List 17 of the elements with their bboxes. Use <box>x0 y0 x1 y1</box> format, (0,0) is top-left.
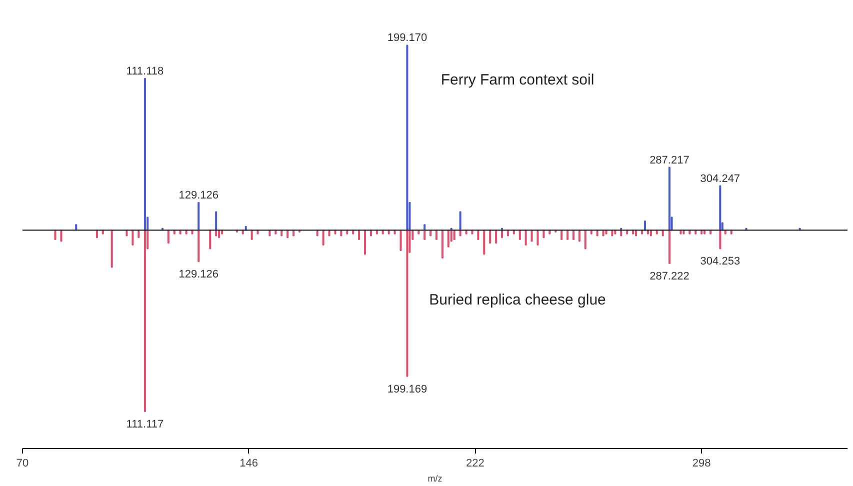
annotation: 111.117 <box>126 418 164 430</box>
text: Ferry Farm context soil <box>440 72 594 88</box>
annotation: 304.253 <box>700 256 740 268</box>
annotation: 111.118 <box>126 66 164 78</box>
x-tick-label: 146 <box>240 458 258 470</box>
annotation: 287.222 <box>650 270 690 282</box>
annotation: 287.217 <box>650 154 690 166</box>
x-tick-label: 70 <box>16 458 29 470</box>
annotation: 129.126 <box>178 189 218 202</box>
annotation: 304.247 <box>700 172 740 185</box>
series-label: Buried replica cheese glue <box>429 292 606 308</box>
annotation: 129.126 <box>178 268 218 281</box>
x-tick-label: 222 <box>466 458 484 470</box>
x-axis-title: m/z <box>428 474 443 484</box>
x-tick-label: 298 <box>692 458 711 470</box>
annotation: 199.170 <box>387 32 428 44</box>
annotation: 199.169 <box>387 383 428 396</box>
